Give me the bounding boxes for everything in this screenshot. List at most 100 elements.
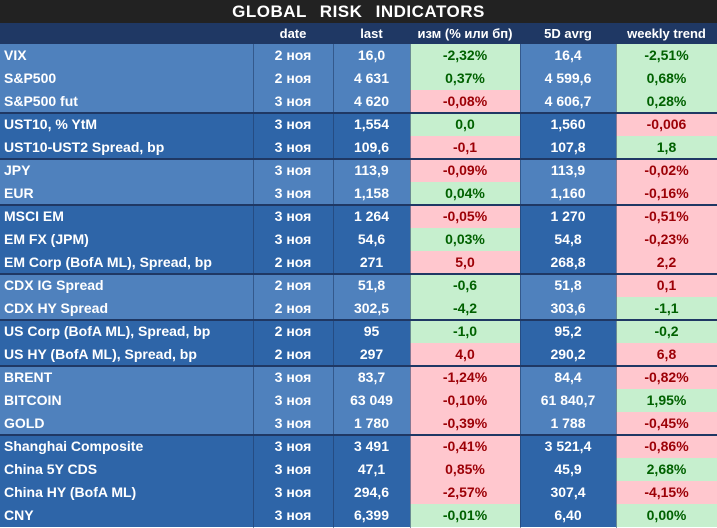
table-row: VIX 2 ноя 16,0 -2,32% 16,4 -2,51% (0, 44, 717, 67)
table-row: MSCI EM 3 ноя 1 264 -0,05% 1 270 -0,51% (0, 205, 717, 228)
date-cell: 3 ноя (253, 458, 333, 481)
change-cell: -0,01% (410, 504, 520, 527)
header-change: изм (% или бп) (417, 26, 513, 41)
group-separator (0, 112, 717, 114)
avg-5d-cell: 16,4 (520, 44, 616, 67)
column-divider (333, 23, 334, 528)
change-cell: -0,10% (410, 389, 520, 412)
group-separator (0, 434, 717, 436)
weekly-trend-cell: 1,95% (616, 389, 717, 412)
avg-5d-cell: 45,9 (520, 458, 616, 481)
weekly-trend-cell: -0,86% (616, 435, 717, 458)
avg-5d-cell: 54,8 (520, 228, 616, 251)
table-row: UST10, % YtM 3 ноя 1,554 0,0 1,560 -0,006 (0, 113, 717, 136)
table-row: US HY (BofA ML), Spread, bp 2 ноя 297 4,0 29… (0, 343, 717, 366)
indicator-name: UST10, % YtM (0, 113, 253, 136)
date-cell: 2 ноя (253, 67, 333, 90)
table-row: EUR 3 ноя 1,158 0,04% 1,160 -0,16% (0, 182, 717, 205)
avg-5d-cell: 1,560 (520, 113, 616, 136)
table-row: GOLD 3 ноя 1 780 -0,39% 1 788 -0,45% (0, 412, 717, 435)
weekly-trend-cell: -0,82% (616, 366, 717, 389)
header-row: date last изм (% или бп) 5D avrg weekly … (0, 23, 717, 44)
table-row: BRENT 3 ноя 83,7 -1,24% 84,4 -0,82% (0, 366, 717, 389)
header-date: date (279, 26, 307, 41)
date-cell: 3 ноя (253, 504, 333, 527)
date-cell: 3 ноя (253, 435, 333, 458)
avg-5d-cell: 95,2 (520, 320, 616, 343)
avg-5d-cell: 4 606,7 (520, 90, 616, 113)
avg-5d-cell: 1 270 (520, 205, 616, 228)
indicator-name: China HY (BofA ML) (0, 481, 253, 504)
change-cell: -1,0 (410, 320, 520, 343)
weekly-trend-cell: -0,006 (616, 113, 717, 136)
avg-5d-cell: 61 840,7 (520, 389, 616, 412)
table-row: EM FX (JPM) 3 ноя 54,6 0,03% 54,8 -0,23% (0, 228, 717, 251)
header-weekly-trend: weekly trend (627, 26, 706, 41)
date-cell: 2 ноя (253, 320, 333, 343)
change-cell: 5,0 (410, 251, 520, 274)
table-row: CDX IG Spread 2 ноя 51,8 -0,6 51,8 0,1 (0, 274, 717, 297)
table-row: China HY (BofA ML) 3 ноя 294,6 -2,57% 307,4-… (0, 481, 717, 504)
change-cell: -0,1 (410, 136, 520, 159)
avg-5d-cell: 6,40 (520, 504, 616, 527)
change-cell: 0,04% (410, 182, 520, 205)
avg-5d-cell: 3 521,4 (520, 435, 616, 458)
weekly-trend-cell: -0,51% (616, 205, 717, 228)
weekly-trend-cell: -2,51% (616, 44, 717, 67)
header-name (0, 23, 253, 44)
indicator-name: CDX IG Spread (0, 274, 253, 297)
indicator-name: EUR (0, 182, 253, 205)
date-cell: 3 ноя (253, 389, 333, 412)
change-cell: 0,37% (410, 67, 520, 90)
column-divider (253, 23, 254, 528)
last-value-cell: 1 264 (333, 205, 410, 228)
indicator-name: BITCOIN (0, 389, 253, 412)
last-value-cell: 63 049 (333, 389, 410, 412)
weekly-trend-cell: -0,23% (616, 228, 717, 251)
avg-5d-cell: 290,2 (520, 343, 616, 366)
weekly-trend-cell: -4,15% (616, 481, 717, 504)
date-cell: 3 ноя (253, 136, 333, 159)
change-cell: 0,0 (410, 113, 520, 136)
change-cell: -0,09% (410, 159, 520, 182)
last-value-cell: 95 (333, 320, 410, 343)
indicator-name: EM FX (JPM) (0, 228, 253, 251)
avg-5d-cell: 307,4 (520, 481, 616, 504)
last-value-cell: 4 620 (333, 90, 410, 113)
change-cell: -4,2 (410, 297, 520, 320)
avg-5d-cell: 1 788 (520, 412, 616, 435)
indicator-name: VIX (0, 44, 253, 67)
date-cell: 3 ноя (253, 113, 333, 136)
change-cell: -0,41% (410, 435, 520, 458)
last-value-cell: 271 (333, 251, 410, 274)
date-cell: 2 ноя (253, 343, 333, 366)
indicator-name: Shanghai Composite (0, 435, 253, 458)
header-5d-avg: 5D avrg (544, 26, 592, 41)
column-divider (616, 23, 617, 528)
date-cell: 2 ноя (253, 297, 333, 320)
table-row: CNY 3 ноя 6,399 -0,01% 6,40 0,00% (0, 504, 717, 527)
group-separator (0, 319, 717, 321)
column-divider (410, 23, 411, 528)
group-separator (0, 273, 717, 275)
last-value-cell: 302,5 (333, 297, 410, 320)
weekly-trend-cell: 0,1 (616, 274, 717, 297)
change-cell: -0,39% (410, 412, 520, 435)
last-value-cell: 4 631 (333, 67, 410, 90)
last-value-cell: 83,7 (333, 366, 410, 389)
change-cell: 4,0 (410, 343, 520, 366)
group-separator (0, 365, 717, 367)
last-value-cell: 1 780 (333, 412, 410, 435)
table-row: S&P500 2 ноя 4 631 0,37% 4 599,6 0,68% (0, 67, 717, 90)
last-value-cell: 6,399 (333, 504, 410, 527)
weekly-trend-cell: -1,1 (616, 297, 717, 320)
weekly-trend-cell: 2,68% (616, 458, 717, 481)
change-cell: -0,6 (410, 274, 520, 297)
weekly-trend-cell: 0,00% (616, 504, 717, 527)
last-value-cell: 54,6 (333, 228, 410, 251)
indicator-name: UST10-UST2 Spread, bp (0, 136, 253, 159)
avg-5d-cell: 1,160 (520, 182, 616, 205)
weekly-trend-cell: -0,2 (616, 320, 717, 343)
table-row: Shanghai Composite 3 ноя 3 491 -0,41% 3 521,… (0, 435, 717, 458)
